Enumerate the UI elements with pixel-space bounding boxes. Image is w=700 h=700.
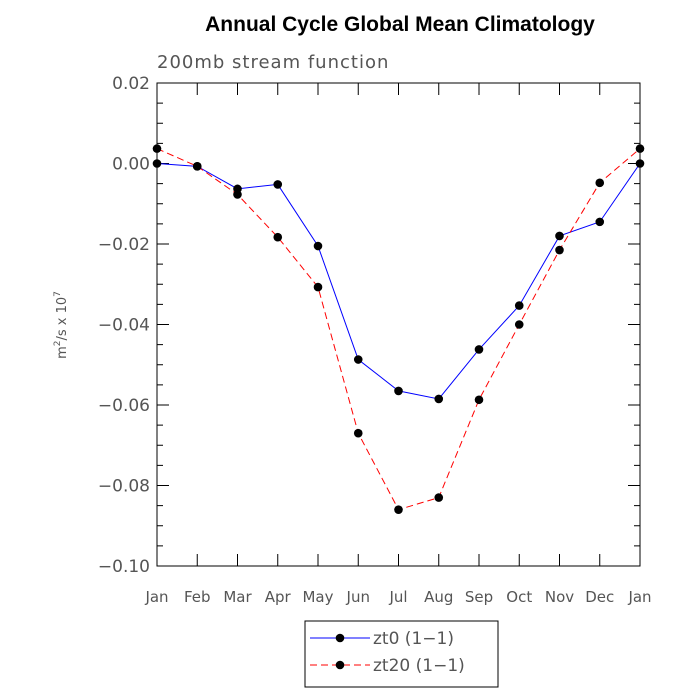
series-point bbox=[514, 320, 524, 329]
series-point bbox=[152, 159, 162, 168]
series-point bbox=[353, 428, 363, 438]
series-point bbox=[635, 159, 645, 168]
series-line bbox=[156, 163, 641, 400]
x-tick-label: Nov bbox=[545, 588, 574, 606]
legend-label: zt20 (1−1) bbox=[373, 656, 465, 676]
x-tick-label: Jan bbox=[627, 588, 651, 606]
x-tick-label: Jun bbox=[346, 588, 370, 606]
x-tick-label: Jan bbox=[144, 588, 168, 606]
series-point bbox=[434, 493, 444, 502]
series-point bbox=[514, 301, 524, 310]
y-axis-label: m2/s x 107 bbox=[53, 291, 70, 359]
series-point bbox=[233, 190, 242, 199]
series-point bbox=[595, 217, 605, 227]
series-point bbox=[273, 232, 283, 242]
series-point bbox=[152, 144, 162, 153]
plot-frame bbox=[156, 82, 641, 567]
series-point bbox=[353, 355, 363, 364]
series-line bbox=[156, 148, 641, 511]
series-1 bbox=[152, 144, 645, 514]
x-tick-label: Dec bbox=[585, 588, 614, 606]
series-point bbox=[394, 505, 403, 514]
series-point bbox=[474, 345, 484, 354]
y-tick-label: −0.02 bbox=[98, 235, 150, 255]
legend-marker bbox=[335, 633, 345, 643]
svg-text:m2/s x 107: m2/s x 107 bbox=[53, 291, 70, 359]
legend-label: zt0 (1−1) bbox=[373, 629, 454, 649]
y-tick-labels: 0.02 0.00 −0.02 −0.04 −0.06 −0.08 −0.10 bbox=[98, 74, 150, 577]
y-tick-label: 0.02 bbox=[112, 74, 150, 94]
y-tick-label: −0.10 bbox=[98, 557, 150, 577]
y-tick-label: −0.06 bbox=[98, 396, 150, 416]
x-tick-label: Oct bbox=[506, 588, 532, 606]
legend-box bbox=[304, 620, 499, 688]
x-tick-label: May bbox=[302, 588, 333, 606]
legend: zt0 (1−1) zt20 (1−1) bbox=[304, 620, 499, 688]
x-tick-label: Jul bbox=[388, 588, 407, 606]
series-point bbox=[394, 386, 403, 396]
series-point bbox=[434, 394, 444, 404]
y-axis-label-sup1: 2 bbox=[53, 340, 63, 346]
y-axis-label-base: m bbox=[55, 346, 70, 359]
chart-title: Annual Cycle Global Mean Climatology bbox=[205, 13, 595, 36]
x-tick-label: Feb bbox=[184, 588, 211, 606]
x-tick-label: Aug bbox=[424, 588, 453, 606]
x-tick-label: Sep bbox=[465, 588, 493, 606]
series-point bbox=[635, 144, 645, 153]
series-point bbox=[555, 231, 564, 241]
series-point bbox=[273, 180, 283, 189]
x-tick-labels: Jan Feb Mar Apr May Jun Jul Aug Sep Oct Nov Dec Jan bbox=[144, 588, 651, 606]
y-axis-label-sup2: 7 bbox=[53, 291, 63, 297]
series-point bbox=[595, 178, 605, 188]
y-axis-label-mid: /s x 10 bbox=[55, 297, 70, 341]
chart-subtitle: 200mb stream function bbox=[157, 52, 389, 73]
x-tick-label: Mar bbox=[223, 588, 252, 606]
y-tick-label: −0.04 bbox=[98, 316, 150, 336]
axis-ticks bbox=[156, 82, 641, 567]
series-point bbox=[313, 282, 323, 292]
series-point bbox=[313, 241, 323, 251]
legend-marker bbox=[335, 660, 345, 670]
series-point bbox=[474, 395, 484, 405]
series-layer bbox=[152, 144, 645, 514]
y-tick-label: 0.00 bbox=[112, 155, 150, 175]
series-point bbox=[192, 162, 202, 171]
series-point bbox=[555, 245, 564, 255]
x-tick-label: Apr bbox=[265, 588, 292, 606]
series-0 bbox=[152, 159, 645, 404]
y-tick-label: −0.08 bbox=[98, 477, 150, 497]
